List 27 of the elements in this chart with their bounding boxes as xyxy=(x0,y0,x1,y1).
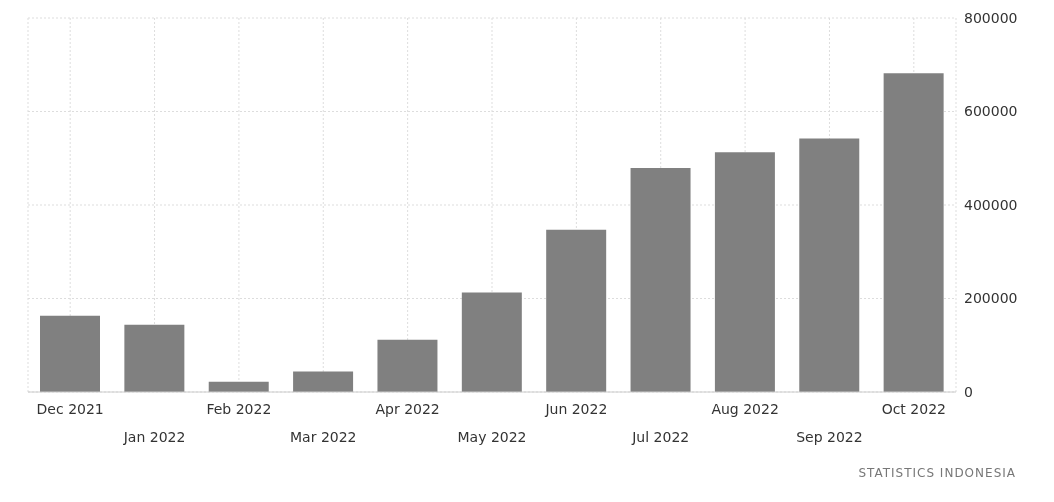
x-tick-label: Sep 2022 xyxy=(796,429,863,445)
bar xyxy=(546,229,607,392)
text: STATISTICS INDONESIA xyxy=(858,466,1016,480)
x-tick-label: May 2022 xyxy=(457,429,527,445)
x-tick-label: Jun 2022 xyxy=(544,401,608,417)
x-tick-label: Feb 2022 xyxy=(206,401,272,417)
bar xyxy=(40,315,100,392)
y-tick-label: 400000 xyxy=(964,196,1018,213)
x-tick-label: Apr 2022 xyxy=(375,401,440,417)
x-tick-label: Jan 2022 xyxy=(122,429,186,445)
bar xyxy=(714,152,775,392)
bar xyxy=(799,138,860,392)
y-tick-label: 600000 xyxy=(964,103,1018,120)
y-tick-label: 200000 xyxy=(964,290,1018,307)
x-tick-label: Oct 2022 xyxy=(881,401,946,417)
bar xyxy=(883,73,944,392)
x-tick-label: Dec 2021 xyxy=(36,401,104,417)
bar xyxy=(461,292,522,392)
x-tick-label: Aug 2022 xyxy=(711,401,779,417)
x-tick-label: Mar 2022 xyxy=(290,429,357,445)
bar xyxy=(630,168,691,392)
y-tick-label: 800000 xyxy=(964,9,1018,26)
y-tick-label: 0 xyxy=(964,383,973,400)
bar xyxy=(377,339,438,392)
x-tick-label: Jul 2022 xyxy=(631,429,690,445)
bar xyxy=(293,371,354,392)
bar xyxy=(124,324,185,392)
